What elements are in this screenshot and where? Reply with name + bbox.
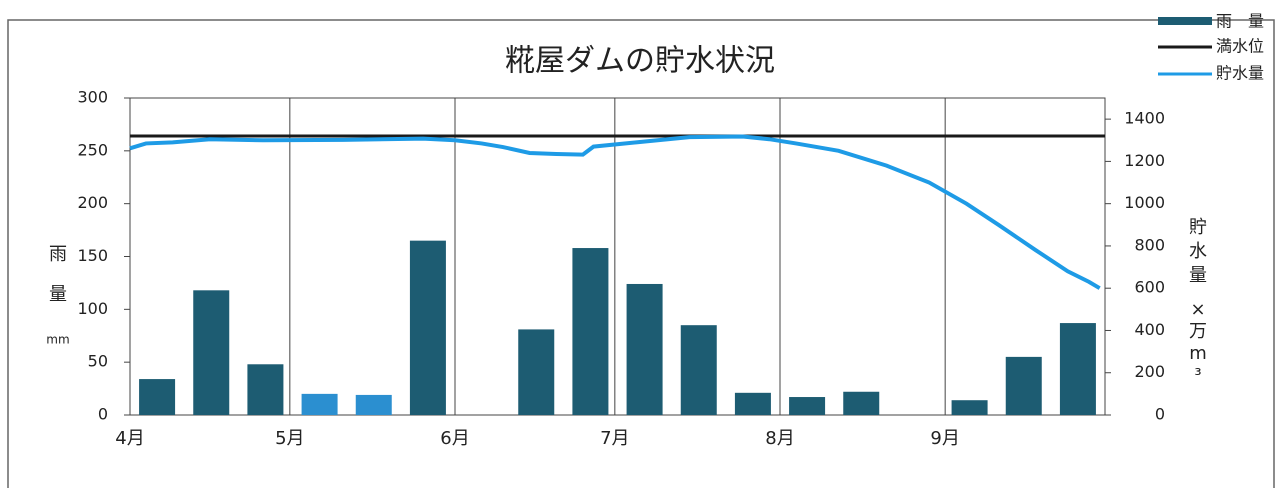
- legend-label: 満水位: [1216, 37, 1264, 56]
- bar: [789, 397, 826, 415]
- bar: [680, 325, 717, 415]
- y2-tick-label: 1000: [1124, 193, 1165, 212]
- y2-label: 貯水量: [1189, 217, 1207, 286]
- x-tick-label: 8月: [765, 428, 794, 449]
- y-tick-label: 200: [77, 193, 108, 212]
- y-label: 雨量: [49, 244, 67, 305]
- y-tick-label: 300: [77, 88, 108, 107]
- bar: [1059, 323, 1096, 415]
- x-tick-label: 6月: [440, 428, 469, 449]
- x-tick-label: 9月: [930, 428, 959, 449]
- legend-label: 雨 量: [1216, 12, 1264, 31]
- y2-tick-label: 1400: [1124, 109, 1165, 128]
- y2-tick-label: 600: [1134, 278, 1165, 297]
- bar: [409, 240, 446, 415]
- bar: [193, 290, 230, 415]
- bar: [951, 400, 988, 415]
- y2-tick-label: 400: [1134, 320, 1165, 339]
- y2-tick-label: 200: [1134, 362, 1165, 381]
- x-tick-label: 5月: [275, 428, 304, 449]
- bar: [518, 329, 555, 415]
- bar: [301, 393, 338, 415]
- bar: [843, 391, 880, 415]
- y2-tick-label: 1200: [1124, 151, 1165, 170]
- legend-label: 貯水量: [1216, 64, 1264, 83]
- storage-line: [129, 134, 1101, 290]
- bar: [734, 392, 771, 415]
- chart-title: 糀屋ダムの貯水状況: [505, 44, 775, 79]
- bar: [247, 364, 284, 415]
- y-tick-label: 100: [77, 299, 108, 318]
- x-tick-label: 4月: [115, 428, 144, 449]
- y-tick-label: 0: [98, 405, 108, 424]
- y2-tick-label: 800: [1134, 235, 1165, 254]
- x-tick-label: 7月: [600, 428, 629, 449]
- legend-swatch: [1158, 17, 1212, 25]
- bar: [626, 283, 663, 415]
- y2-tick-label: 0: [1155, 405, 1165, 424]
- bar: [1005, 356, 1042, 415]
- y-tick-label: 250: [77, 140, 108, 159]
- bar: [355, 394, 392, 415]
- y-label-unit: mm: [46, 333, 69, 347]
- y2-label-unit: ×万 m ³: [1189, 299, 1207, 386]
- bar: [572, 248, 609, 415]
- bar: [139, 379, 176, 415]
- y-tick-label: 50: [88, 352, 108, 371]
- frame: [7, 19, 1275, 492]
- y-tick-label: 150: [77, 246, 108, 265]
